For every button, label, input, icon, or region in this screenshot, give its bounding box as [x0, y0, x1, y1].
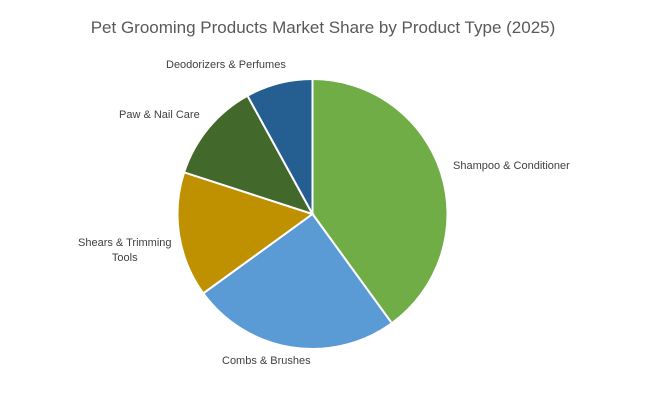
label-shears-line2: Tools — [111, 252, 138, 264]
slice-combs-brushes — [201, 212, 394, 350]
label-shampoo-conditioner: Shampoo & Conditioner — [453, 160, 570, 172]
label-shears-line1: Shears & Trimming — [78, 237, 172, 249]
chart-title: Pet Grooming Products Market Share by Pr… — [90, 18, 556, 37]
slice-deodorizers-perfumes — [246, 77, 314, 215]
slice-paw-nail-care — [182, 94, 315, 216]
label-paw-nail-care: Paw & Nail Care — [119, 109, 200, 121]
slice-shampoo-conditioner — [311, 77, 449, 325]
label-combs-brushes: Combs & Brushes — [222, 355, 311, 367]
label-shears-trimming-tools: Shears & Trimming Tools — [78, 236, 172, 266]
slice-shears-trimming-tools — [176, 171, 315, 295]
label-deodorizers-perfumes: Deodorizers & Perfumes — [166, 59, 286, 71]
